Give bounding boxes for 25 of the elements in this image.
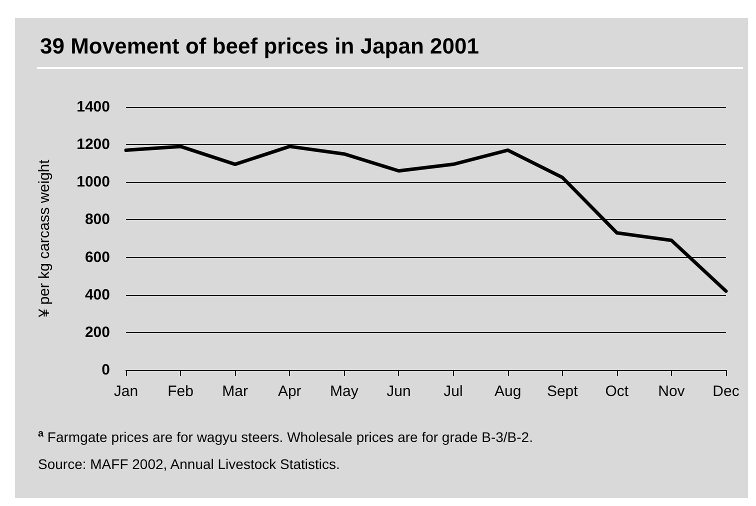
- x-tick-label: Oct: [605, 383, 630, 400]
- y-tick-label: 1400: [76, 98, 110, 116]
- x-tick-label: Jun: [386, 383, 411, 400]
- x-tick-label: Sept: [546, 383, 579, 400]
- x-tick-label: May: [330, 383, 359, 400]
- line-series: [124, 144, 728, 293]
- y-tick-label: 200: [84, 324, 110, 341]
- x-tick-label: Feb: [168, 383, 194, 400]
- y-tick-label: 0: [102, 362, 110, 378]
- y-tick-label: 1200: [76, 136, 110, 154]
- y-tick-label: 600: [84, 248, 110, 266]
- x-tick-label: Jul: [444, 383, 463, 400]
- y-tick-label: 400: [84, 286, 110, 304]
- chart-title: 39 Movement of beef prices in Japan 2001: [40, 34, 479, 58]
- text: a Farmgate prices are for wagyu steers. Wholesale prices are for grade B-3/B-2.: [38, 428, 533, 445]
- x-tick-label: Dec: [712, 383, 740, 400]
- y-tick-label: 1000: [76, 174, 110, 191]
- y-tick-label: 800: [84, 211, 110, 228]
- x-tick-label: Apr: [278, 383, 302, 400]
- y-axis-title: ¥ per kg carcass weight: [36, 158, 53, 318]
- x-tick-label: Nov: [658, 383, 686, 400]
- x-tick-label: Jan: [114, 383, 138, 400]
- x-tick-label: Aug: [494, 383, 522, 400]
- x-tick-label: Mar: [222, 383, 248, 400]
- source-note: Source: MAFF 2002, Annual Livestock Statistics.: [38, 456, 340, 472]
